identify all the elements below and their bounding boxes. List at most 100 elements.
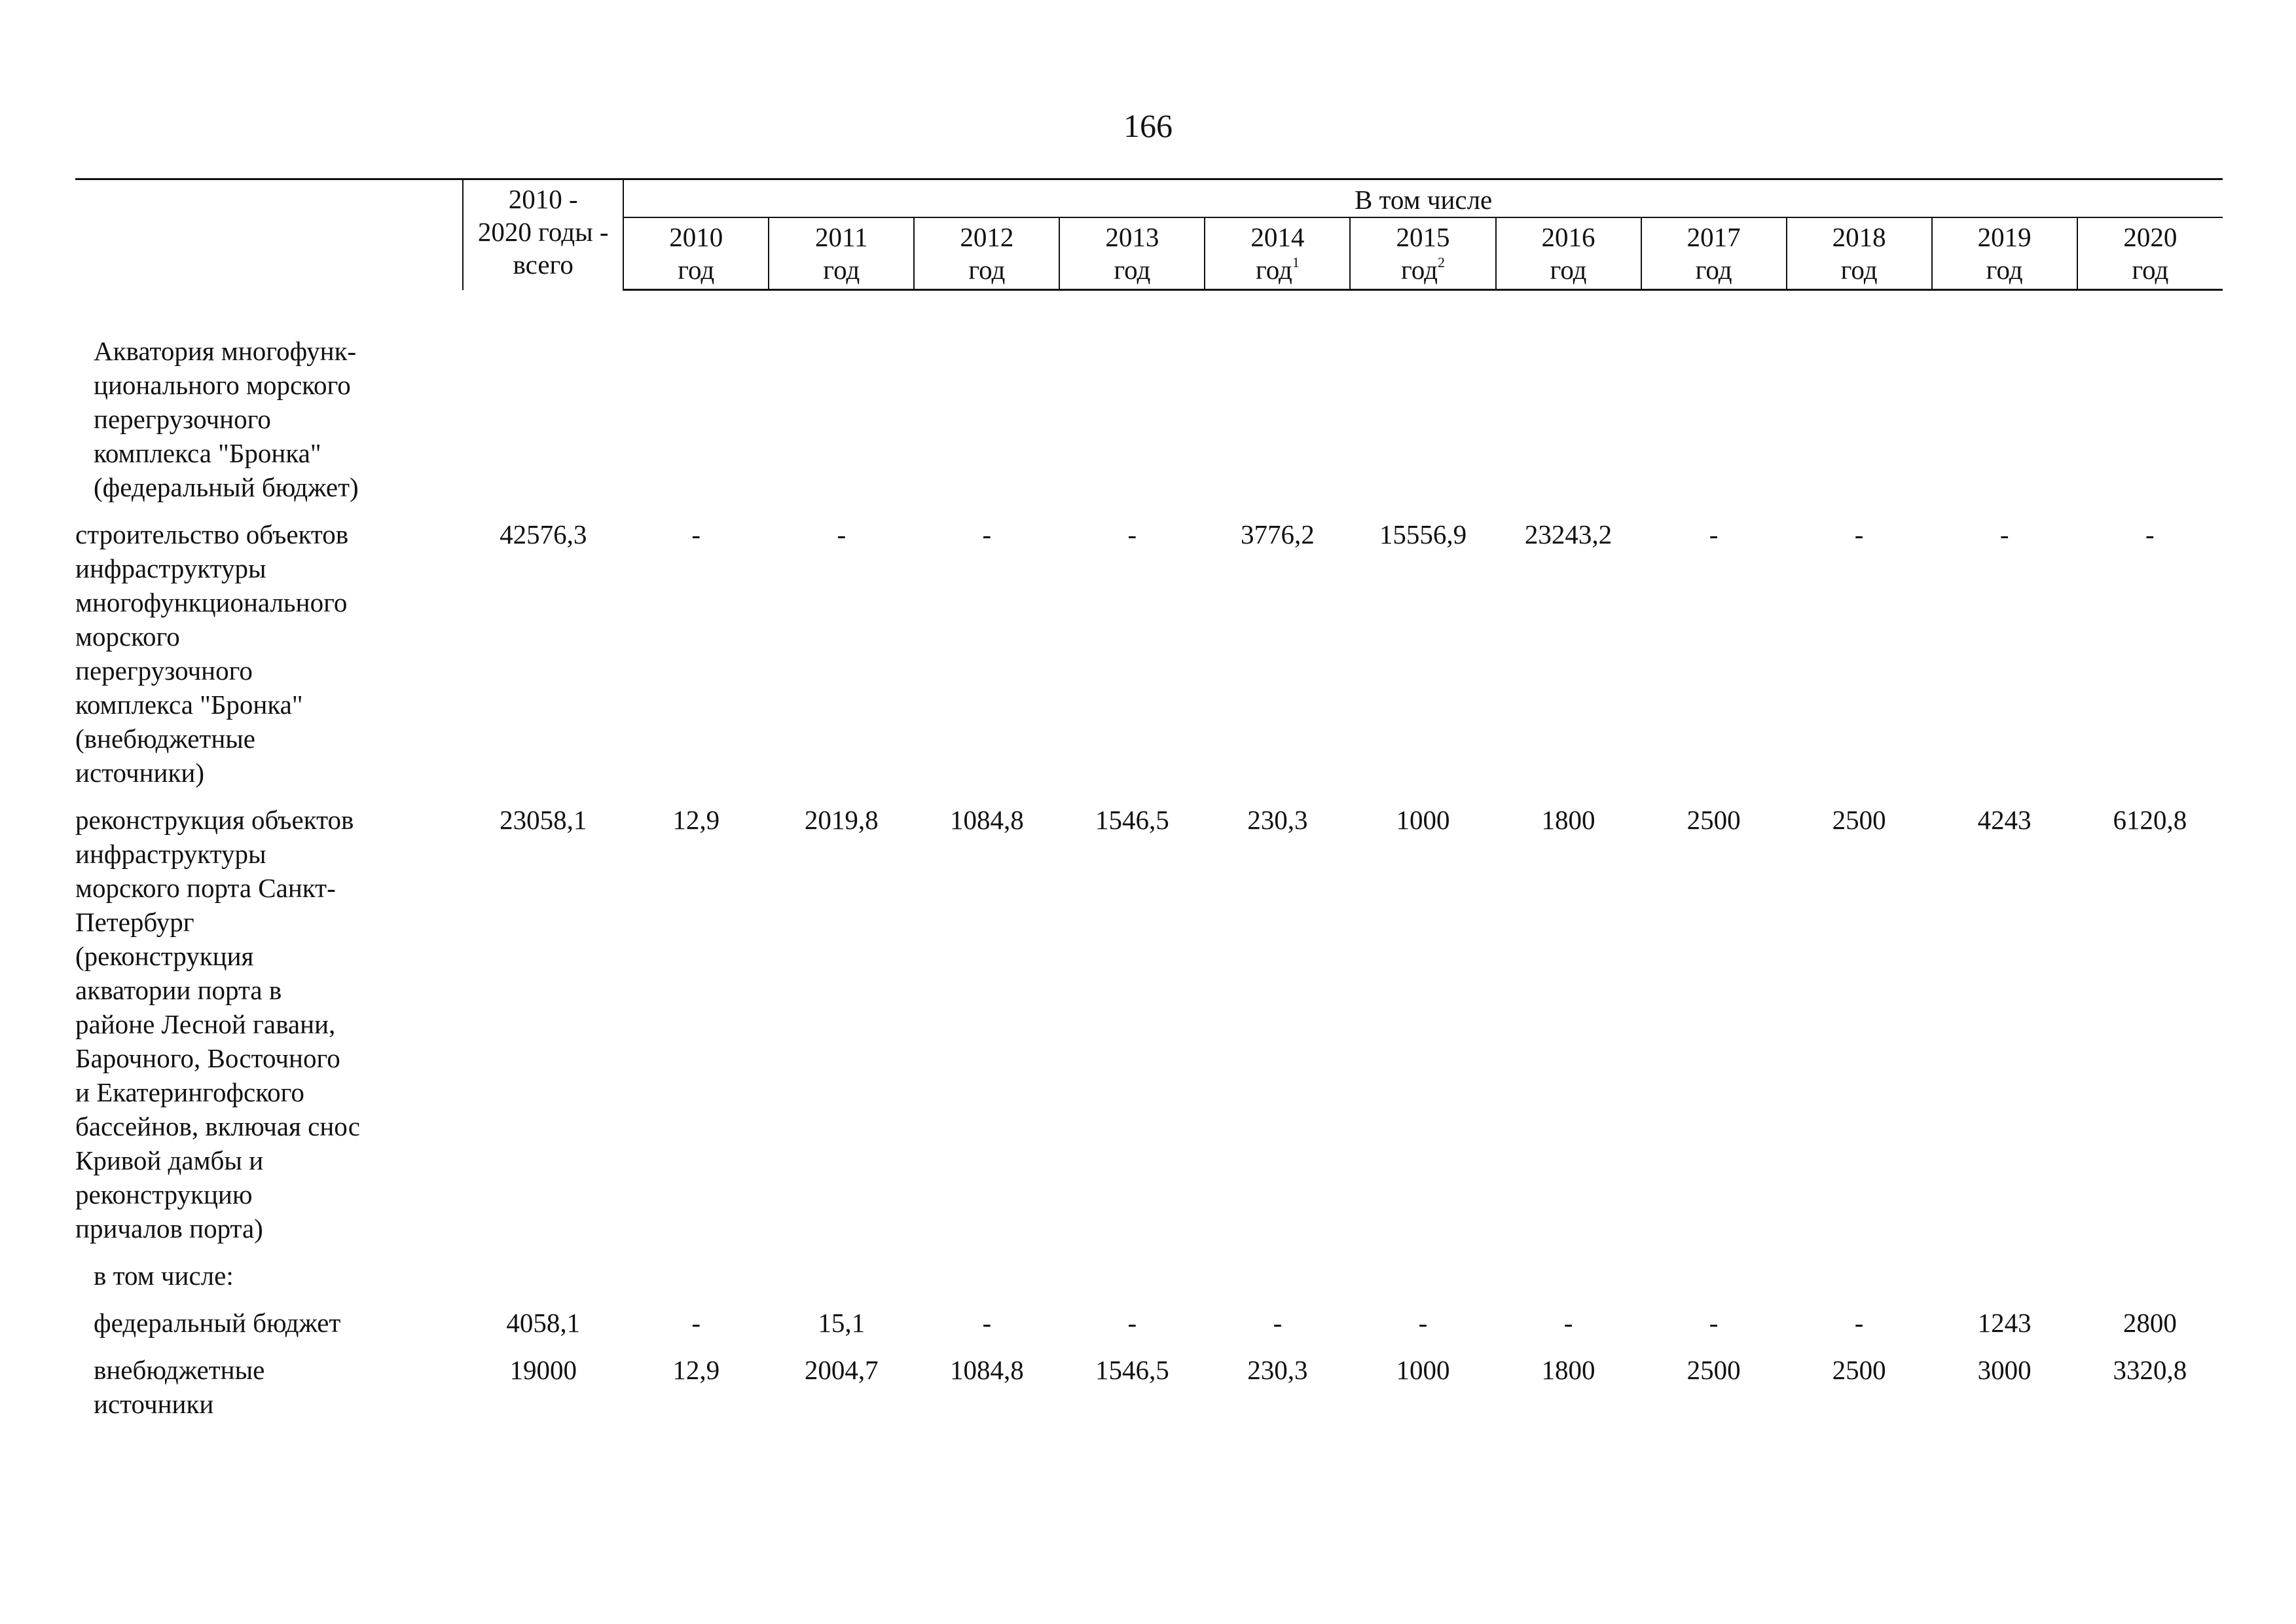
year-value-2016: 1800 <box>1541 1355 1595 1385</box>
year-unit: год <box>1497 253 1641 286</box>
page-number: 166 <box>1123 107 1173 144</box>
table-row: строительство объектов инфраструктуры мног… <box>75 513 2223 799</box>
year-label: 2010 <box>669 222 723 252</box>
row-label-line: в том числе: <box>94 1261 234 1291</box>
year-value-2012 <box>914 1255 1059 1302</box>
year-unit: год <box>769 253 913 286</box>
year-column-header: 2020 год <box>2076 217 2223 291</box>
row-total: 4058,1 <box>506 1308 581 1338</box>
year-column-header: 2012 год <box>913 217 1060 291</box>
year-column-header: 2015 год2 <box>1349 217 1496 291</box>
year-value-2011 <box>769 330 914 513</box>
row-label-line: Акватория многофунк- <box>94 336 357 366</box>
row-label-line: инфраструктуры <box>75 839 266 869</box>
row-total <box>463 330 623 513</box>
year-value-2018 <box>1787 330 1932 513</box>
row-label-line: (федеральный бюджет) <box>94 472 359 502</box>
year-value-2013: 1546,5 <box>1095 1355 1169 1385</box>
header-spacer <box>75 290 2223 331</box>
year-value-2020: 2800 <box>2123 1308 2177 1338</box>
year-unit-text: год <box>1695 255 1732 285</box>
row-label-line: акватории порта в <box>75 975 282 1005</box>
year-value-2011: 2004,7 <box>804 1355 879 1385</box>
year-unit: год <box>1642 253 1786 286</box>
year-value-2010 <box>623 330 769 513</box>
year-column-header: 2010 год <box>623 217 769 291</box>
year-label: 2018 <box>1832 222 1886 252</box>
year-column-header: 2018 год <box>1785 217 1932 291</box>
year-value-2010: 12,9 <box>672 1355 720 1385</box>
row-label-line: внебюджетные <box>94 1355 265 1385</box>
year-value-2015: - <box>1418 1308 1428 1338</box>
year-value-2015 <box>1350 1255 1495 1302</box>
table-body: Акватория многофунк-ционального морского… <box>75 290 2223 1431</box>
year-column-header: 2011 год <box>768 217 915 291</box>
row-total <box>463 1255 623 1302</box>
year-value-2016: 23243,2 <box>1524 519 1613 549</box>
year-value-2018: 2500 <box>1832 805 1886 835</box>
year-value-2011: 15,1 <box>818 1308 866 1338</box>
year-column-header: 2017 год <box>1640 217 1787 291</box>
year-label: 2011 <box>815 222 868 252</box>
year-value-2014 <box>1205 1255 1350 1302</box>
year-column-header: 2016 год <box>1495 217 1641 291</box>
row-label-line: источники) <box>75 758 204 788</box>
table-row: федеральный бюджет 4058,1 - 15,1 - - - - - - - 1243… <box>75 1302 2223 1349</box>
row-label-line: источники <box>94 1389 214 1419</box>
year-value-2018: - <box>1854 519 1864 549</box>
year-unit-text: год <box>968 255 1006 285</box>
year-value-2014: 230,3 <box>1247 805 1308 835</box>
year-value-2017: 2500 <box>1686 805 1741 835</box>
year-value-2015: 1000 <box>1396 1355 1450 1385</box>
group-header: В том числе <box>623 178 2223 218</box>
row-label-line: инфраструктуры <box>75 553 266 583</box>
year-unit: год <box>915 253 1059 286</box>
year-unit-text: год <box>1550 255 1587 285</box>
year-value-2018: 2500 <box>1832 1355 1886 1385</box>
row-label-line: бассейнов, включая снос <box>75 1111 360 1141</box>
total-header-line: всего <box>513 249 574 280</box>
year-value-2015: 15556,9 <box>1379 519 1467 549</box>
year-value-2019: 3000 <box>1977 1355 2032 1385</box>
row-total: 23058,1 <box>500 805 587 835</box>
row-label-line: морского <box>75 621 180 652</box>
row-label-line: и Екатерингофского <box>75 1077 304 1107</box>
year-value-2020 <box>2077 1255 2223 1302</box>
label-column-header <box>75 178 464 290</box>
year-label: 2020 <box>2123 222 2178 252</box>
row-label-line: (реконструкция <box>75 941 254 971</box>
year-unit: год <box>624 253 768 286</box>
row-label-line: морского порта Санкт- <box>75 873 336 903</box>
row-label: внебюджетные источники <box>75 1349 463 1430</box>
year-column-header: 2014 год1 <box>1204 217 1351 291</box>
year-value-2020: - <box>2145 519 2155 549</box>
year-value-2012: - <box>982 519 992 549</box>
row-label-line: причалов порта) <box>75 1213 263 1244</box>
year-value-2012: 1084,8 <box>949 1355 1024 1385</box>
year-value-2013: - <box>1127 519 1137 549</box>
year-value-2018: - <box>1854 1308 1864 1338</box>
row-label: в том числе: <box>75 1255 463 1302</box>
row-total: 19000 <box>509 1355 577 1385</box>
year-value-2017 <box>1641 330 1787 513</box>
year-value-2011: - <box>837 519 847 549</box>
row-label-line: Кривой дамбы и <box>75 1145 264 1175</box>
year-value-2013 <box>1059 1255 1205 1302</box>
year-unit: год <box>1060 253 1204 286</box>
year-value-2013: - <box>1127 1308 1137 1338</box>
year-unit: год2 <box>1351 253 1495 286</box>
row-label-line: Барочного, Восточного <box>75 1043 340 1073</box>
row-total: 42576,3 <box>500 519 587 549</box>
year-unit-text: год <box>1114 255 1151 285</box>
table-row: в том числе: <box>75 1255 2223 1302</box>
row-label-line: реконструкция объектов <box>75 805 354 835</box>
year-unit: год <box>1787 253 1931 286</box>
year-value-2015: 1000 <box>1396 805 1450 835</box>
year-value-2010: - <box>691 1308 701 1338</box>
year-value-2020: 6120,8 <box>2113 805 2187 835</box>
row-label-line: реконструкцию <box>75 1179 253 1209</box>
year-value-2016: 1800 <box>1541 805 1595 835</box>
year-unit: год <box>1933 253 2077 286</box>
table-row: реконструкция объектов инфраструктуры морс… <box>75 799 2223 1255</box>
year-label: 2013 <box>1105 222 1159 252</box>
